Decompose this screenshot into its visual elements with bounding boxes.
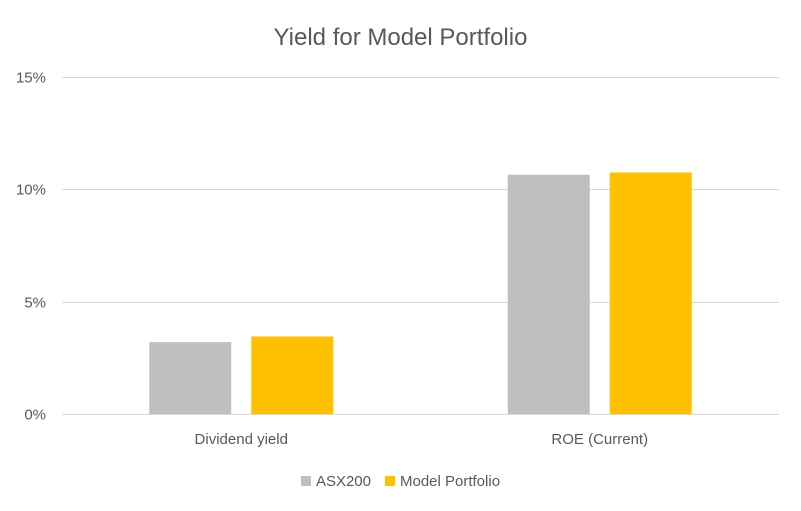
bar-model-portfolio-dividend-yield xyxy=(251,336,334,414)
bars xyxy=(149,172,692,414)
y-tick-label: 0% xyxy=(24,407,46,424)
x-axis-tick-labels: Dividend yield ROE (Current) xyxy=(195,431,649,448)
x-tick-label: Dividend yield xyxy=(195,431,288,448)
y-tick-label: 10% xyxy=(16,182,46,199)
y-tick-label: 15% xyxy=(16,70,46,87)
legend-label-asx200: ASX200 xyxy=(316,473,371,490)
legend: ASX200 Model Portfolio xyxy=(300,473,500,490)
legend-swatch-asx200 xyxy=(300,476,311,486)
bar-asx200-dividend-yield xyxy=(149,342,232,414)
y-axis-tick-labels: 0% 5% 10% 15% xyxy=(16,70,46,424)
legend-swatch-model-portfolio xyxy=(384,476,395,486)
chart-title: Yield for Model Portfolio xyxy=(274,24,528,51)
legend-label-model-portfolio: Model Portfolio xyxy=(400,473,500,490)
bar-asx200-roe-current xyxy=(507,174,590,414)
x-tick-label: ROE (Current) xyxy=(551,431,648,448)
y-tick-label: 5% xyxy=(24,295,46,312)
bar-model-portfolio-roe-current xyxy=(609,172,692,414)
